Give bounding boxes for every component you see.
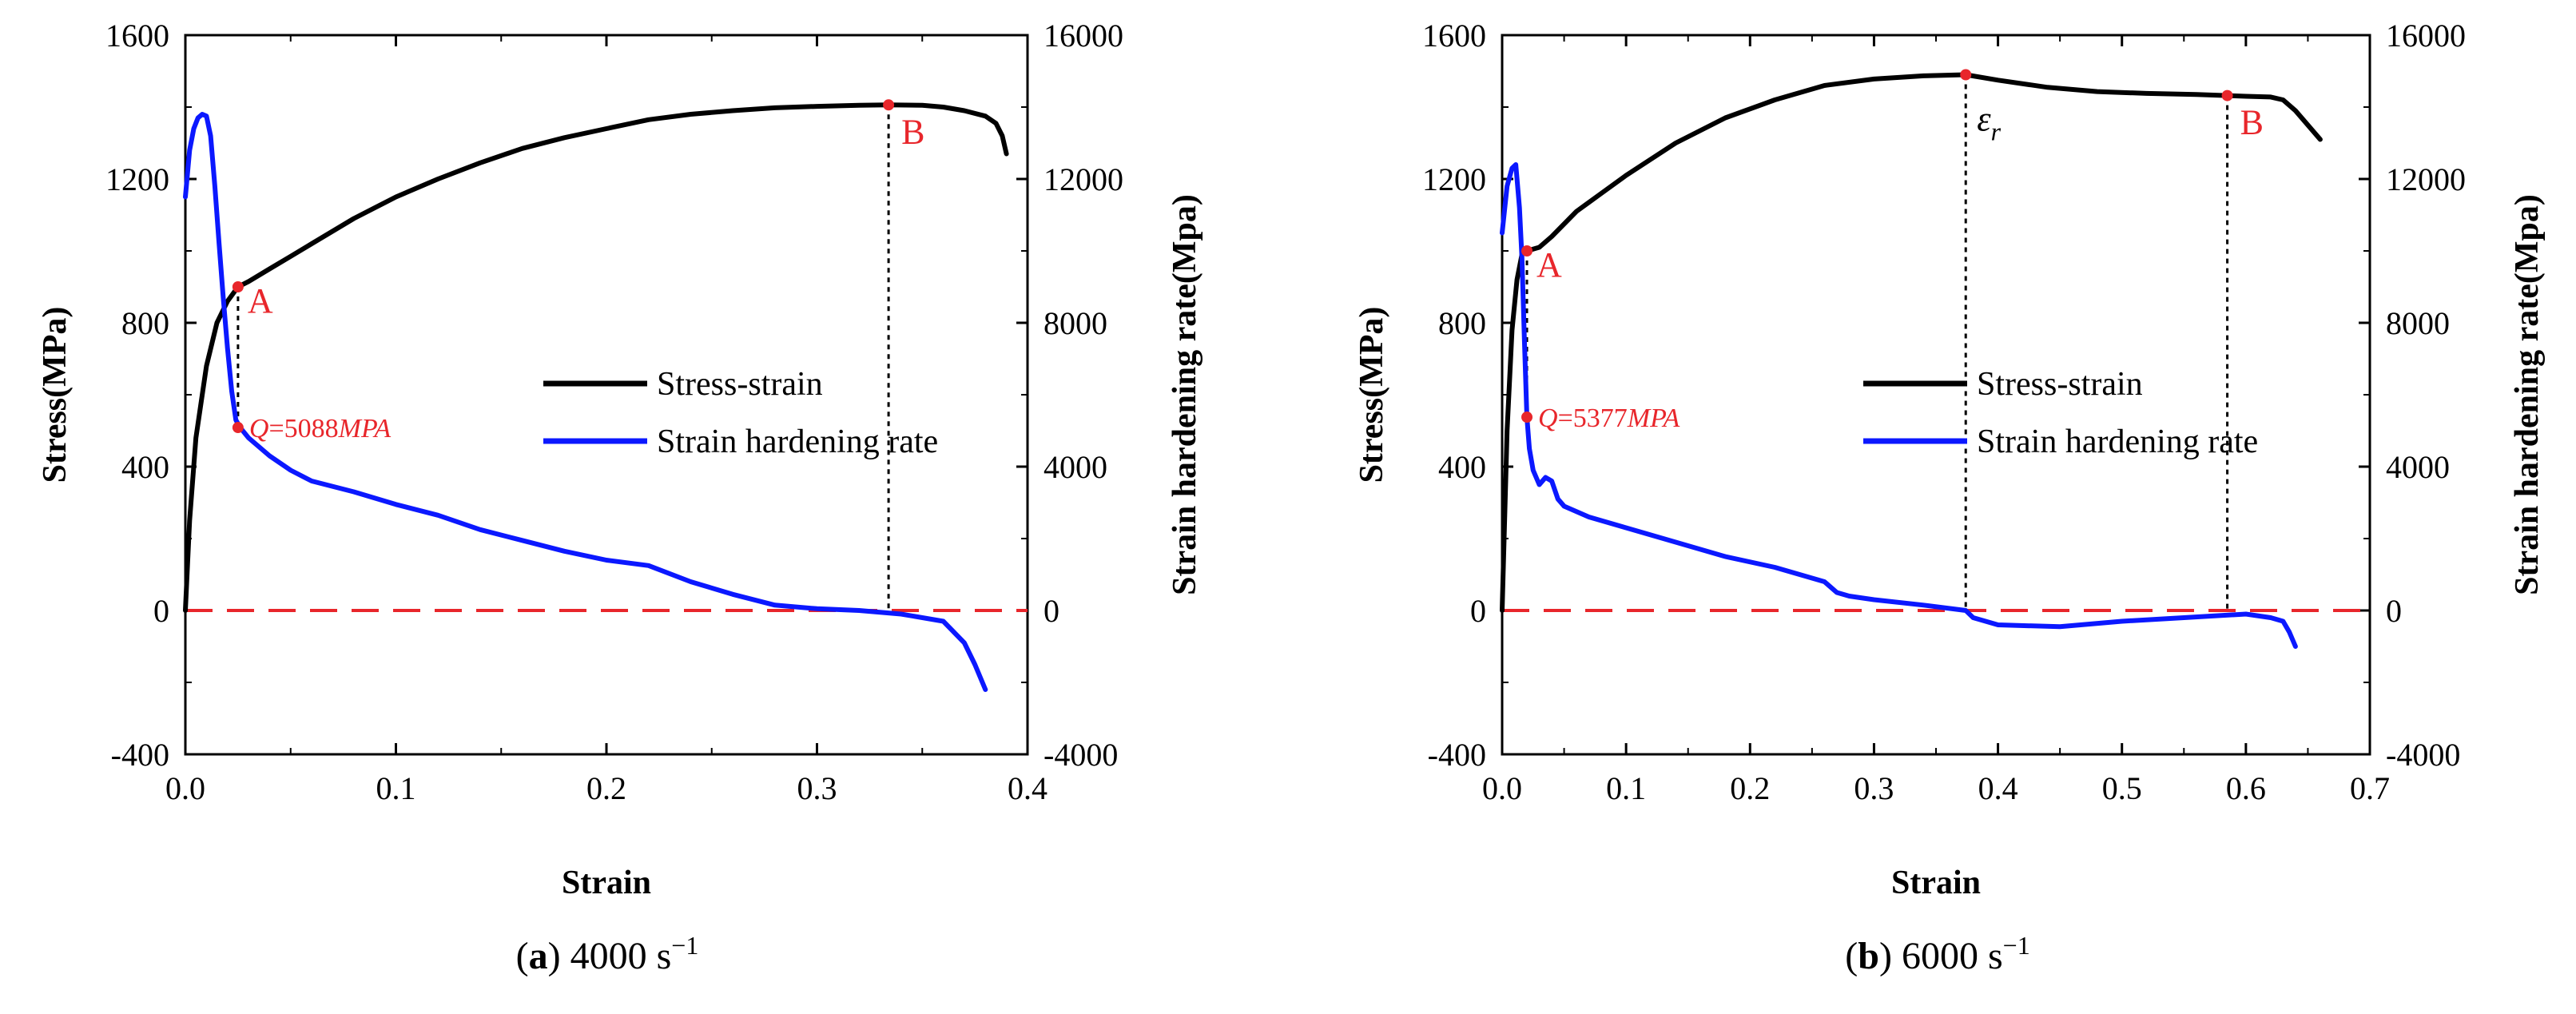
- panel-b-chart: 0.0 0.1 0.2 0.3 0.4 0.5 0.6 0.7-400040080012001…: [1354, 18, 2546, 977]
- legend-label-stress-strain: Stress-strain: [657, 366, 823, 403]
- caption-open-paren: (: [516, 935, 529, 977]
- panel-caption: (a) 4000 s−1: [516, 931, 699, 977]
- y-tick-label: 0: [153, 593, 169, 629]
- y-tick-label: 0: [1470, 593, 1486, 629]
- y2-tick-label: 12000: [1044, 161, 1123, 197]
- q-symbol: Q: [1538, 404, 1558, 433]
- y-tick-label: 800: [1438, 305, 1486, 341]
- caption-tag: b: [1858, 935, 1879, 977]
- y2-tick-label: 8000: [2386, 305, 2450, 341]
- y-tick-label: -400: [111, 737, 169, 773]
- marker-point: [232, 422, 244, 434]
- series-line-stress-strain: [183, 102, 1009, 613]
- legend-label-stress-strain: Stress-strain: [1977, 366, 2143, 403]
- caption-text: 4000 s: [570, 935, 672, 977]
- y-tick-label: 1600: [1422, 18, 1486, 54]
- q-annotation: Q=5377MPA: [1538, 404, 1680, 433]
- series-line-hardening-rate: [183, 112, 988, 692]
- y-tick-label: 1200: [105, 161, 169, 197]
- plot-frame: [1501, 34, 2371, 756]
- x-axis-label: Strain: [1891, 865, 1981, 901]
- series-line-hardening-rate: [1500, 162, 2298, 649]
- y2-tick-label: 16000: [1044, 18, 1123, 54]
- y-tick-label: 400: [121, 449, 169, 485]
- x-axis-label: Strain: [562, 865, 651, 901]
- y2-tick-label: 16000: [2386, 18, 2466, 54]
- y-tick-label: 800: [121, 305, 169, 341]
- q-unit: MPA: [338, 414, 392, 443]
- q-value: =5377: [1558, 404, 1628, 433]
- panel-caption: (b) 6000 s−1: [1845, 931, 2029, 977]
- y2-tick-label: 4000: [1044, 449, 1107, 485]
- x-tick-label: 0.1: [376, 770, 416, 806]
- y2-tick-label: 0: [2386, 593, 2402, 629]
- marker-point: [2221, 89, 2233, 101]
- x-tick-label: 0.3: [1854, 770, 1894, 806]
- caption-close-paren: ): [1879, 935, 1902, 977]
- x-tick-label: 0.5: [2102, 770, 2142, 806]
- caption-open-paren: (: [1845, 935, 1858, 977]
- y-tick-label: 1600: [105, 18, 169, 54]
- point-b-label: B: [901, 112, 924, 151]
- y-axis-label: Stress(MPa): [1354, 307, 1390, 483]
- point-b-label: B: [2240, 103, 2264, 142]
- marker-point: [1521, 412, 1533, 423]
- marker-point: [883, 99, 895, 111]
- y2-tick-label: 12000: [2386, 161, 2466, 197]
- q-unit: MPA: [1627, 404, 1680, 433]
- y2-tick-label: -4000: [1044, 737, 1118, 773]
- x-tick-label: 0.2: [586, 770, 626, 806]
- q-symbol: Q: [249, 414, 269, 443]
- y-tick-label: -400: [1428, 737, 1486, 773]
- y2-axis-label: Strain hardening rate(Mpa): [1167, 194, 1203, 595]
- x-tick-label: 0.4: [1978, 770, 2018, 806]
- legend-label-hardening-rate: Strain hardening rate: [657, 423, 938, 460]
- y2-tick-label: 0: [1044, 593, 1059, 629]
- legend: Stress-strain Strain hardening rate: [1863, 366, 2258, 460]
- x-tick-label: 0.2: [1730, 770, 1770, 806]
- marker-point: [1960, 69, 1972, 81]
- y2-tick-label: 4000: [2386, 449, 2450, 485]
- q-value: =5088: [268, 414, 338, 443]
- x-tick-label: 0.6: [2226, 770, 2266, 806]
- marker-point: [232, 281, 244, 292]
- legend: Stress-strain Strain hardening rate: [543, 366, 938, 460]
- epsilon-symbol: ε: [1977, 100, 1991, 139]
- caption-close-paren: ): [548, 935, 570, 977]
- y-tick-label: 400: [1438, 449, 1486, 485]
- x-tick-label: 0.4: [1008, 770, 1047, 806]
- x-tick-label: 0.1: [1606, 770, 1646, 806]
- x-tick-label: 0.0: [1482, 770, 1522, 806]
- caption-text: 6000 s: [1902, 935, 2003, 977]
- y-axis-label: Stress(MPa): [37, 307, 74, 483]
- y-tick-label: 1200: [1422, 161, 1486, 197]
- y2-tick-label: -4000: [2386, 737, 2460, 773]
- point-a-label: A: [1536, 245, 1562, 284]
- y2-axis-label: Strain hardening rate(Mpa): [2509, 194, 2546, 595]
- series-line-stress-strain: [1500, 72, 2323, 613]
- panel-a-chart: 0.0 0.1 0.2 0.3 0.4-400040080012001600-40000…: [37, 18, 1203, 977]
- x-tick-label: 0.7: [2350, 770, 2390, 806]
- epsilon-r-label: εr: [1977, 100, 2001, 146]
- caption-tag: a: [529, 935, 548, 977]
- caption-superscript: −1: [671, 931, 698, 960]
- x-tick-label: 0.0: [165, 770, 205, 806]
- caption-superscript: −1: [2003, 931, 2030, 960]
- y2-tick-label: 8000: [1044, 305, 1107, 341]
- epsilon-subscript: r: [1991, 117, 2002, 146]
- point-a-label: A: [248, 281, 273, 320]
- legend-label-hardening-rate: Strain hardening rate: [1977, 423, 2258, 460]
- q-annotation: Q=5088MPA: [249, 414, 391, 443]
- marker-point: [1521, 245, 1533, 256]
- x-tick-label: 0.3: [797, 770, 837, 806]
